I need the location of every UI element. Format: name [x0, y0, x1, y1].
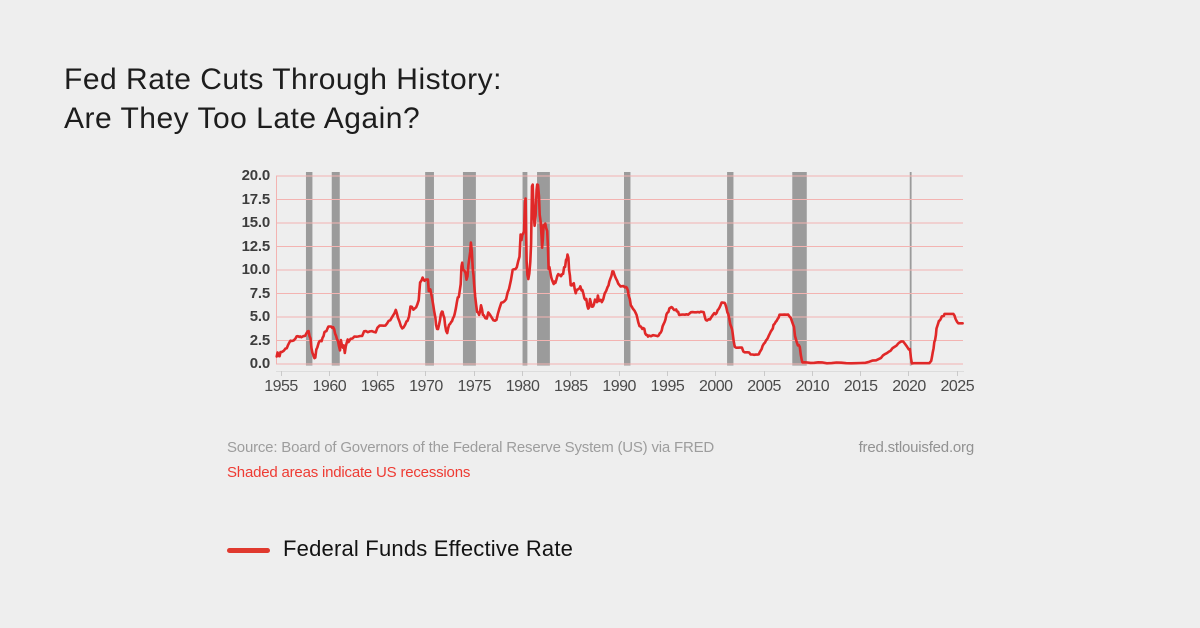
- x-axis-tick-label: 2025: [940, 378, 975, 395]
- x-axis-tick-label: 1985: [554, 378, 588, 395]
- page-title-line-1: Fed Rate Cuts Through History:: [64, 63, 502, 96]
- recession-band: [727, 172, 734, 366]
- x-axis-tick: [860, 371, 862, 376]
- x-axis-tick-label: 1995: [650, 378, 685, 395]
- y-axis-tick-label: 5.0: [249, 308, 270, 325]
- x-axis-tick-label: 1980: [505, 378, 540, 395]
- x-axis-tick: [570, 371, 572, 376]
- x-axis-tick: [715, 371, 717, 376]
- x-axis-tick: [473, 371, 475, 376]
- y-axis-tick-label: 2.5: [249, 331, 270, 349]
- x-axis-tick: [666, 371, 668, 376]
- x-axis-tick: [280, 371, 282, 376]
- x-axis-tick: [811, 371, 813, 376]
- x-axis-tick-label: 2005: [747, 378, 781, 395]
- x-axis-tick: [763, 371, 765, 376]
- x-axis-tick-label: 1965: [360, 378, 395, 395]
- x-axis-tick-label: 1955: [264, 378, 298, 395]
- y-axis-tick-label: 10.0: [241, 261, 271, 278]
- y-axis-tick-label: 0.0: [249, 355, 270, 372]
- chart-plot-svg: [275, 172, 964, 366]
- y-axis-tick-label: 17.5: [241, 190, 271, 208]
- legend-label: Federal Funds Effective Rate: [283, 536, 574, 561]
- y-axis-tick-label: 12.5: [241, 237, 271, 255]
- x-axis-tick: [328, 371, 330, 376]
- fred-site-text: fred.stlouisfed.org: [858, 439, 975, 456]
- legend: Federal Funds Effective Rate: [227, 536, 573, 562]
- page-title-line-2: Are They Too Late Again?: [64, 102, 421, 135]
- x-axis-tick-label: 2010: [795, 378, 830, 395]
- x-axis-tick-label: 1990: [602, 378, 636, 395]
- x-axis-tick: [522, 371, 524, 376]
- recession-band: [623, 172, 631, 366]
- recession-band: [522, 172, 528, 366]
- x-axis-tick: [425, 371, 427, 376]
- legend-line-swatch: [227, 548, 270, 553]
- x-axis-tick-label: 1975: [457, 378, 492, 395]
- source-attribution: Source: Board of Governors of the Federa…: [227, 439, 715, 456]
- recession-band: [425, 172, 434, 366]
- y-axis-tick-label: 7.5: [249, 284, 270, 302]
- recession-band: [909, 172, 912, 366]
- x-axis-tick-label: 2020: [892, 378, 926, 395]
- recession-note: Shaded areas indicate US recessions: [227, 464, 471, 481]
- x-axis-line: [276, 371, 964, 372]
- x-axis-tick-label: 2000: [698, 378, 733, 395]
- x-axis-tick: [956, 371, 958, 376]
- fed-funds-rate-line: [275, 183, 964, 365]
- y-axis-tick-label: 20.0: [241, 167, 271, 184]
- x-axis-tick-label: 1960: [312, 378, 347, 395]
- x-axis-tick-label: 1970: [409, 378, 443, 395]
- x-axis-tick: [377, 371, 379, 376]
- y-axis-tick-label: 15.0: [241, 214, 271, 231]
- x-axis-tick: [618, 371, 620, 376]
- recession-band: [331, 172, 340, 366]
- page-title: Fed Rate Cuts Through History: Are They …: [64, 60, 502, 138]
- x-axis-tick-label: 2015: [843, 378, 878, 395]
- x-axis-tick: [908, 371, 910, 376]
- recession-band: [305, 172, 313, 366]
